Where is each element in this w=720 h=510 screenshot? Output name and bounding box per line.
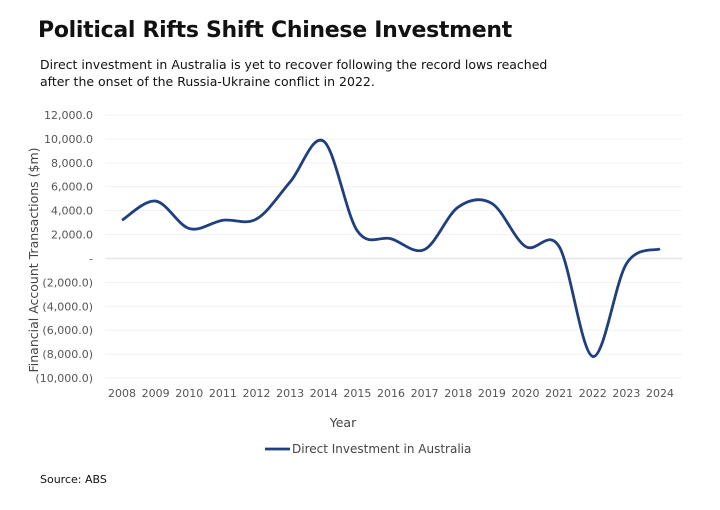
y-tick-label: (10,000.0) <box>35 372 93 385</box>
x-tick-label: 2014 <box>310 387 338 400</box>
y-tick-label: - <box>89 252 93 265</box>
x-tick-label: 2022 <box>579 387 607 400</box>
x-tick-label: 2011 <box>209 387 237 400</box>
x-tick-label: 2024 <box>646 387 674 400</box>
x-axis-label: Year <box>329 415 357 430</box>
chart-subtitle: Direct investment in Australia is yet to… <box>40 57 548 89</box>
x-tick-label: 2019 <box>478 387 506 400</box>
x-tick-label: 2017 <box>411 387 439 400</box>
x-tick-label: 2012 <box>243 387 271 400</box>
series-line <box>121 138 661 358</box>
x-tick-label: 2020 <box>512 387 540 400</box>
source-note: Source: ABS <box>40 473 107 486</box>
x-tick-label: 2023 <box>612 387 640 400</box>
x-tick-label: 2010 <box>175 387 203 400</box>
y-tick-label: 4,000.0 <box>51 205 93 218</box>
y-tick-label: (2,000.0) <box>42 276 93 289</box>
x-tick-label: 2016 <box>377 387 405 400</box>
y-tick-label: 6,000.0 <box>51 181 93 194</box>
x-tick-label: 2008 <box>108 387 136 400</box>
y-tick-label: (6,000.0) <box>42 324 93 337</box>
y-tick-label: 12,000.0 <box>44 109 93 122</box>
y-tick-label: 2,000.0 <box>51 229 93 242</box>
chart-title: Political Rifts Shift Chinese Investment <box>38 18 512 43</box>
x-tick-label: 2009 <box>142 387 170 400</box>
x-tick-label: 2015 <box>343 387 371 400</box>
y-tick-label: 10,000.0 <box>44 133 93 146</box>
y-axis-label: Financial Account Transactions ($m) <box>26 147 41 372</box>
y-tick-label: (4,000.0) <box>42 300 93 313</box>
x-tick-label: 2013 <box>276 387 304 400</box>
legend-label: Direct Investment in Australia <box>292 442 471 456</box>
y-tick-label: (8,000.0) <box>42 348 93 361</box>
x-tick-label: 2021 <box>545 387 573 400</box>
x-tick-label: 2018 <box>444 387 472 400</box>
y-tick-label: 8,000.0 <box>51 157 93 170</box>
